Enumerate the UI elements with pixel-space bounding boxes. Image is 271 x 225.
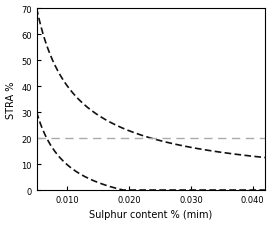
- X-axis label: Sulphur content % (mim): Sulphur content % (mim): [89, 209, 212, 219]
- Y-axis label: STRA %: STRA %: [6, 81, 15, 118]
